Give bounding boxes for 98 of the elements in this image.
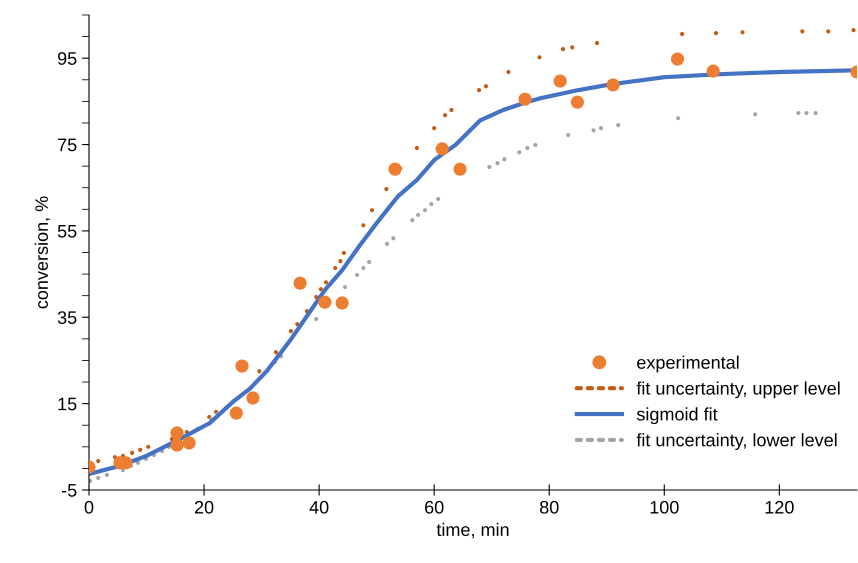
- point: [246, 391, 260, 405]
- legend-label: fit uncertainty, lower level: [636, 433, 837, 450]
- point: [800, 29, 804, 34]
- y-tick-label: 15: [58, 398, 76, 410]
- point: [506, 70, 510, 74]
- point: [138, 448, 142, 452]
- point: [235, 359, 249, 373]
- x-tick-label: 80: [540, 500, 559, 514]
- legend-label: experimental: [637, 356, 739, 372]
- point: [361, 223, 366, 228]
- point: [570, 96, 584, 109]
- point: [432, 126, 436, 130]
- point: [502, 157, 506, 162]
- point: [230, 406, 243, 420]
- point: [436, 142, 449, 156]
- point: [96, 458, 100, 464]
- point: [318, 287, 323, 292]
- point: [518, 92, 532, 106]
- point: [796, 110, 800, 116]
- point: [391, 236, 396, 240]
- y-tick-label: 95: [58, 52, 76, 65]
- x-axis-title: time, min: [436, 522, 508, 538]
- point: [274, 350, 278, 354]
- point: [851, 28, 856, 32]
- point: [410, 218, 414, 222]
- point: [182, 436, 196, 450]
- point: [294, 276, 307, 290]
- y-tick-label: 55: [58, 225, 76, 238]
- point: [606, 78, 620, 92]
- point: [422, 208, 428, 212]
- point: [104, 472, 109, 477]
- point: [453, 162, 467, 176]
- point: [170, 426, 184, 440]
- point: [740, 30, 745, 34]
- point: [388, 162, 402, 176]
- point: [676, 116, 680, 120]
- point: [517, 150, 522, 154]
- point: [616, 123, 620, 128]
- point: [706, 64, 720, 78]
- point: [566, 132, 570, 138]
- point: [384, 242, 390, 246]
- legend-label: fit uncertainty, upper level: [636, 381, 840, 398]
- point: [384, 186, 389, 192]
- point: [336, 296, 349, 310]
- point: [318, 296, 332, 309]
- point: [342, 250, 346, 256]
- point: [591, 128, 596, 132]
- x-tick-label: 100: [650, 500, 679, 514]
- point: [554, 74, 567, 88]
- point: [533, 142, 538, 148]
- x-tick-label: 120: [766, 500, 794, 514]
- point: [680, 32, 684, 36]
- point: [594, 40, 600, 46]
- point: [449, 108, 454, 112]
- point: [495, 161, 500, 166]
- point: [826, 29, 830, 34]
- point: [354, 272, 360, 278]
- point: [598, 126, 604, 130]
- point: [146, 444, 150, 449]
- point: [314, 316, 318, 322]
- point: [670, 52, 684, 66]
- point: [288, 329, 294, 334]
- point: [257, 369, 262, 374]
- legend-label: sigmoid fit: [636, 407, 718, 424]
- point: [170, 438, 184, 452]
- point: [338, 259, 342, 264]
- y-tick-label: -5: [62, 484, 76, 497]
- point: [570, 45, 574, 50]
- point: [436, 196, 440, 202]
- x-tick-label: 40: [309, 500, 328, 514]
- point: [487, 164, 492, 170]
- point: [560, 47, 566, 52]
- point: [525, 146, 530, 150]
- y-tick-label: 75: [58, 138, 76, 152]
- point: [361, 266, 366, 270]
- point: [804, 110, 808, 116]
- y-axis-title: conversion, %: [34, 196, 50, 308]
- point: [714, 31, 718, 36]
- point: [333, 266, 338, 270]
- x-tick-label: 0: [84, 500, 94, 514]
- point: [753, 112, 758, 116]
- point: [367, 260, 372, 264]
- x-tick-label: 60: [425, 500, 444, 514]
- point: [813, 110, 818, 116]
- y-tick-label: 35: [58, 311, 76, 324]
- point: [429, 202, 434, 206]
- x-tick-label: 20: [194, 500, 214, 514]
- point: [130, 450, 134, 455]
- point: [342, 284, 348, 290]
- point: [443, 113, 448, 118]
- point: [96, 476, 100, 480]
- point: [476, 88, 482, 92]
- point: [416, 212, 420, 218]
- point: [414, 146, 419, 150]
- point: [324, 280, 328, 284]
- point: [484, 84, 488, 88]
- point: [537, 55, 542, 60]
- point: [370, 208, 374, 212]
